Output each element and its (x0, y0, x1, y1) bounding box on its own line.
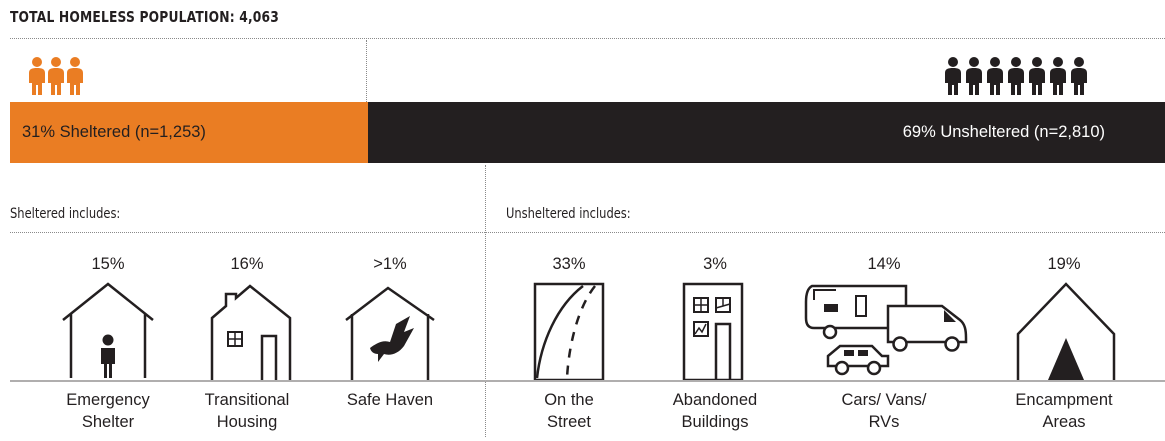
category-percent: 33% (552, 255, 586, 273)
category-label-line2: Buildings (681, 413, 749, 431)
sheltered-bar (10, 102, 368, 163)
unsheltered-bar-label: 69% Unsheltered (n=2,810) (902, 123, 1105, 141)
category-label: On the Street (494, 389, 644, 433)
category-label: Safe Haven (315, 389, 465, 411)
category-label-line2: Shelter (81, 413, 135, 431)
category-label-line2: Areas (1042, 413, 1086, 431)
category-label-line1: Cars/ Vans/ (841, 391, 927, 409)
category-label-line2: Housing (216, 413, 278, 431)
group-divider (485, 165, 486, 437)
bar-midline (366, 40, 367, 102)
category-percent: 16% (230, 255, 264, 273)
house-with-person-icon (62, 282, 154, 378)
category-label-line1: Abandoned (672, 391, 758, 409)
sub-divider (10, 232, 1165, 233)
category-percent: 15% (91, 255, 125, 273)
category-label: Emergency Shelter (33, 389, 183, 433)
category-label-line2: Street (546, 413, 592, 431)
category-percent: >1% (373, 255, 407, 273)
category-label-line1: Encampment (1015, 391, 1113, 409)
category-label-line1: On the (544, 391, 594, 409)
unsheltered-heading: Unsheltered includes: (506, 206, 631, 222)
category-label: Encampment Areas (989, 389, 1139, 433)
category-label-line1: Transitional (204, 391, 290, 409)
sheltered-bar-label: 31% Sheltered (n=1,253) (22, 123, 206, 141)
category-label-line1: Safe Haven (346, 391, 434, 409)
category-label: Abandoned Buildings (640, 389, 790, 433)
house-with-window-door-icon (210, 284, 292, 382)
tent-icon (1016, 282, 1116, 382)
category-label-line1: Emergency (66, 391, 150, 409)
baseline-rule (10, 380, 1165, 382)
category-percent: 14% (867, 255, 901, 273)
unsheltered-people-icon (945, 57, 1087, 95)
category-label: Cars/ Vans/RVs (809, 389, 959, 433)
vehicles-icon (804, 284, 968, 376)
abandoned-building-icon (682, 282, 744, 382)
unsheltered-bar (368, 102, 1165, 163)
road-icon (533, 282, 605, 382)
category-label-line2: RVs (868, 413, 900, 431)
sheltered-heading: Sheltered includes: (10, 206, 121, 222)
top-divider (10, 38, 1165, 39)
category-percent: 19% (1047, 255, 1081, 273)
house-with-dove-icon (345, 286, 435, 382)
category-percent: 3% (703, 255, 727, 273)
category-label: Transitional Housing (172, 389, 322, 433)
sheltered-people-icon (29, 57, 83, 95)
chart-title: TOTAL HOMELESS POPULATION: 4,063 (10, 8, 279, 26)
